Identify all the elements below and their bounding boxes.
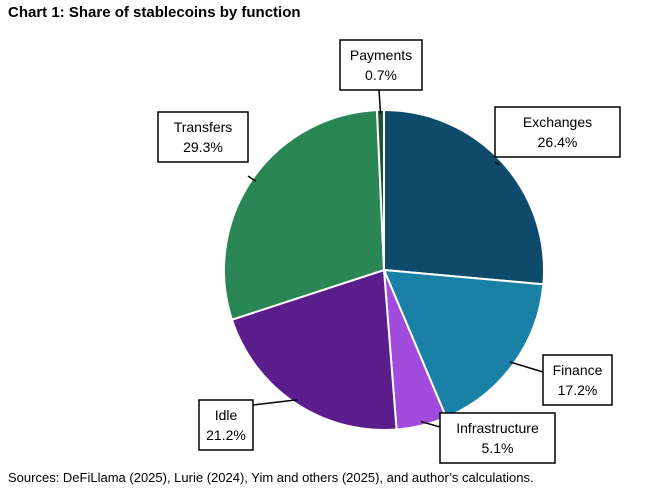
slice-value-label: 21.2% — [206, 427, 246, 443]
pie-slice-exchanges — [383, 108, 545, 286]
callout-leaders — [247, 89, 544, 428]
slice-value-label: 5.1% — [482, 440, 514, 456]
callout-exchanges: Exchanges 26.4% — [494, 106, 621, 158]
slice-name-label: Payments — [350, 47, 412, 63]
slice-value-label: 29.3% — [183, 139, 223, 155]
leader-line-idle — [252, 399, 298, 406]
callout-labels: Exchanges26.4%Finance17.2%Infrastructure… — [157, 39, 621, 464]
leader-line-payments — [378, 89, 382, 115]
pie-slice-finance — [382, 268, 545, 419]
pie-slice-idle — [230, 268, 398, 431]
leader-line-infrastructure — [420, 420, 441, 428]
slice-name-label: Exchanges — [523, 114, 592, 130]
callout-infrastructure: Infrastructure 5.1% — [439, 412, 556, 464]
leader-line-transfers — [247, 175, 257, 182]
callout-payments: Payments 0.7% — [339, 39, 423, 91]
pie-chart: Exchanges26.4%Finance17.2%Infrastructure… — [157, 39, 621, 464]
source-note: Sources: DeFiLlama (2025), Lurie (2024),… — [8, 470, 534, 485]
callout-box — [542, 354, 613, 406]
callout-transfers: Transfers 29.3% — [157, 111, 249, 163]
callout-box — [157, 111, 249, 163]
slice-name-label: Infrastructure — [456, 420, 539, 436]
leader-line-exchanges — [494, 161, 500, 166]
callout-box — [494, 106, 621, 158]
slice-name-label: Idle — [215, 407, 238, 423]
callout-box — [339, 39, 423, 91]
callout-idle: Idle 21.2% — [198, 399, 254, 451]
callout-box — [439, 412, 556, 464]
slice-value-label: 0.7% — [365, 67, 397, 83]
pie-slices — [223, 108, 545, 431]
slice-name-label: Finance — [553, 362, 603, 378]
callout-finance: Finance 17.2% — [542, 354, 613, 406]
slice-value-label: 17.2% — [558, 382, 598, 398]
leader-line-finance — [509, 361, 544, 373]
slice-value-label: 26.4% — [538, 134, 578, 150]
chart-title: Chart 1: Share of stablecoins by functio… — [8, 4, 301, 21]
callout-box — [198, 399, 254, 451]
slice-name-label: Transfers — [174, 119, 233, 135]
